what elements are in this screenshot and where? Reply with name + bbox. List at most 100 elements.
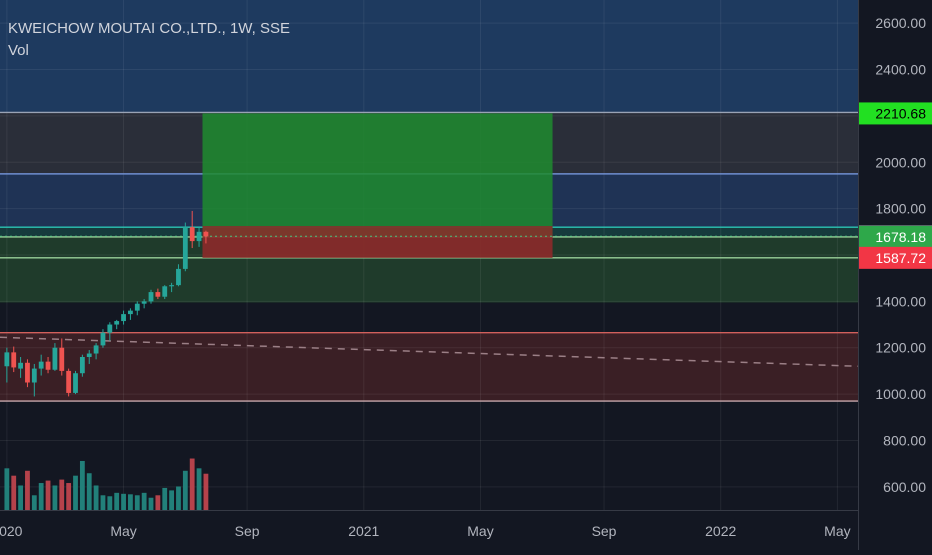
open-loss-band: [202, 226, 553, 237]
candle-body: [59, 347, 65, 371]
candle: [52, 343, 58, 371]
symbol-title: KWEICHOW MOUTAI CO.,LTD., 1W, SSE: [8, 20, 290, 37]
candle: [45, 357, 51, 374]
candle-body: [196, 231, 202, 242]
candle: [134, 301, 140, 316]
candle-body: [86, 353, 92, 357]
volume-bar: [86, 473, 92, 510]
price-badge-label: 2210.68: [875, 105, 926, 121]
candle-body: [25, 362, 30, 383]
candle-body: [169, 285, 175, 287]
candle: [66, 368, 72, 397]
candle: [73, 370, 78, 395]
candle: [38, 354, 44, 376]
candle-body: [182, 227, 188, 269]
candle: [18, 357, 23, 378]
volume-bar: [162, 487, 168, 510]
candle: [31, 363, 37, 397]
volume-bar: [176, 486, 181, 510]
time-tick-label: 2021: [348, 523, 379, 539]
candle-body: [148, 292, 154, 302]
volume-bar: [128, 494, 133, 510]
volume-bar: [38, 483, 44, 510]
candle: [176, 264, 181, 287]
candle-body: [11, 352, 17, 368]
candle: [93, 343, 99, 360]
candle: [196, 227, 202, 247]
price-tick-label: 2400.00: [875, 62, 926, 78]
volume-bar: [93, 485, 99, 510]
volume-bar: [79, 460, 85, 510]
candle-body: [189, 227, 195, 242]
volume-bar: [4, 468, 10, 510]
volume-bar: [73, 475, 78, 510]
volume-bar: [203, 473, 209, 510]
price-badge-label: 1587.72: [875, 250, 926, 266]
price-tick-label: 800.00: [883, 432, 926, 448]
volume-bar: [25, 470, 30, 510]
grid-layer: [0, 0, 858, 510]
candle-body: [45, 361, 51, 370]
candles-layer: [4, 210, 209, 397]
candle: [79, 354, 85, 377]
volume-bar: [100, 495, 106, 510]
candle-body: [100, 332, 106, 346]
price-tick-label: 600.00: [883, 479, 926, 495]
time-axis-bg: [0, 510, 858, 550]
volume-bar: [107, 496, 113, 510]
price-tick-label: 2600.00: [875, 15, 926, 31]
price-badge-bg: [859, 246, 932, 269]
candle-body: [128, 310, 133, 315]
price-tick-label: 1200.00: [875, 340, 926, 356]
candle: [148, 289, 154, 304]
candle-body: [93, 345, 99, 354]
volume-bar: [169, 490, 175, 510]
position-tool[interactable]: [0, 113, 858, 258]
volume-bar: [196, 468, 202, 510]
candle: [121, 310, 126, 325]
price-badge: 1678.18: [859, 225, 932, 248]
volume-bar: [59, 479, 65, 510]
candle: [25, 359, 30, 388]
time-tick-label: 2020: [0, 523, 23, 539]
candle-body: [162, 286, 168, 297]
candle-body: [121, 314, 126, 322]
candle-body: [73, 373, 78, 393]
price-tick-label: 1000.00: [875, 386, 926, 402]
upper-blue-zone: [0, 0, 858, 113]
price-badge: 2210.68: [859, 102, 932, 125]
price-axis-bg: [858, 0, 932, 550]
volume-bar: [141, 492, 147, 510]
price-tick-label: 2000.00: [875, 154, 926, 170]
candle: [128, 308, 133, 320]
candle: [4, 347, 10, 383]
candle: [59, 338, 65, 376]
time-tick-label: May: [824, 523, 850, 539]
time-axis[interactable]: 2020 May Sep 2021 May Sep 2022 May: [0, 510, 858, 550]
time-tick-label: Sep: [592, 523, 617, 539]
volume-bar: [31, 495, 37, 510]
volume-bar: [18, 485, 23, 510]
candle: [182, 222, 188, 272]
volume-bar: [114, 492, 120, 510]
candle: [141, 299, 147, 309]
candle-body: [66, 370, 72, 393]
volume-bar: [182, 470, 188, 510]
chart-legend: KWEICHOW MOUTAI CO.,LTD., 1W, SSE Vol: [8, 18, 290, 62]
candle-body: [203, 231, 209, 237]
price-tick-label: 1400.00: [875, 293, 926, 309]
volume-bar: [155, 495, 161, 510]
loss-zone: [202, 236, 553, 258]
candle: [86, 350, 92, 364]
candle: [11, 346, 17, 373]
price-axis[interactable]: 600.00800.001000.001200.001400.001600.00…: [858, 0, 932, 550]
volume-bar: [189, 458, 195, 510]
volume-bar: [121, 493, 126, 510]
candle-body: [176, 268, 181, 286]
candle: [107, 322, 113, 341]
candle: [203, 230, 209, 244]
price-badge-label: 1678.18: [875, 229, 926, 245]
dark-red-zone: [0, 332, 858, 402]
